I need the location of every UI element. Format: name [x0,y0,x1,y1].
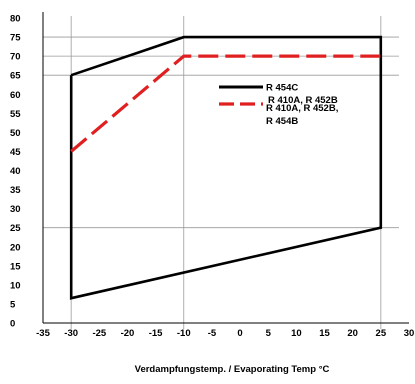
x-tick-label: 10 [291,328,302,339]
y-tick-label: 20 [10,242,21,253]
x-axis-title: Verdampfungstemp. / Evaporating Temp °C [135,364,330,375]
x-tick-label: 20 [347,328,358,339]
x-tick-label: -20 [121,328,135,339]
y-tick-label: 50 [10,128,21,139]
y-tick-label: 65 [10,71,21,82]
y-tick-label: 70 [10,52,21,63]
legend-label-r454c: R 454C [266,83,298,94]
x-tick-label: 25 [376,328,387,339]
y-tick-label: 60 [10,90,21,101]
axis-layer [42,12,409,324]
x-tick-label: -25 [92,328,106,339]
x-tick-label: -30 [64,328,78,339]
legend: R 454C R 410A, R 452B R 410A, R 452B, R 4… [219,83,338,127]
legend-label-r410a: R 410A, R 452B, R 454B [266,103,338,127]
x-tick-label: 5 [266,328,272,339]
x-tick-label: 30 [404,328,415,339]
x-tick-label: -10 [177,328,191,339]
y-tick-label: 10 [10,280,21,291]
y-tick-label: 75 [10,33,21,44]
y-tick-label: 35 [10,185,21,196]
x-tick-label: 0 [237,328,242,339]
x-tick-label: 15 [319,328,330,339]
legend-label-line: R 454B [266,116,298,127]
y-tick-label: 40 [10,166,21,177]
y-tick-label: 55 [10,109,21,120]
legend-label-line: R 410A, R 452B, [266,103,338,114]
x-tick-label: -5 [208,328,217,339]
series-layer [69,35,383,300]
x-tick-label: -35 [36,328,50,339]
series-line-r410a [70,54,381,153]
y-tick-label: 25 [10,223,21,234]
x-tick-label: -15 [149,328,163,339]
y-tick-label: 0 [10,319,15,330]
legend-ghost-label: R 410A, R 452B [268,95,338,106]
y-tick-label: 45 [10,147,21,158]
y-tick-label: 15 [10,261,21,272]
y-tick-label: 5 [10,299,16,310]
y-tick-label: 80 [10,14,21,25]
grid-layer [43,16,399,329]
series-line-r454c [69,35,383,300]
y-tick-label: 30 [10,204,21,215]
